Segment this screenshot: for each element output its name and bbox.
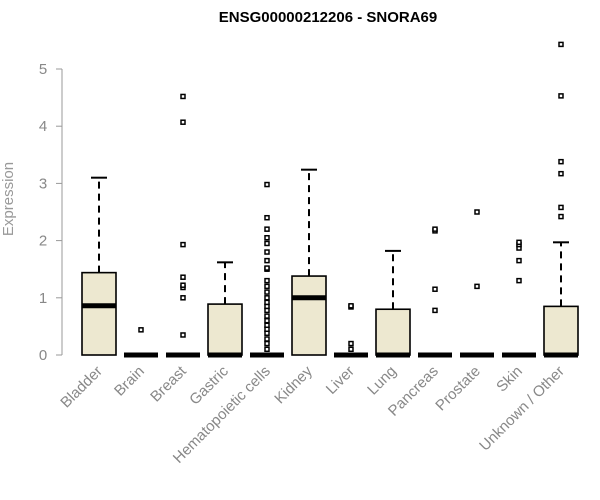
x-tick-label: Bladder	[57, 363, 106, 412]
outlier-point	[264, 226, 270, 232]
box-0	[81, 176, 117, 356]
outlier-point	[432, 307, 438, 314]
outlier-point	[474, 283, 480, 290]
x-tick-label: Brain	[111, 363, 148, 400]
box-9	[460, 209, 494, 358]
outlier-point	[432, 286, 438, 292]
outlier-point	[264, 289, 270, 295]
outlier-point	[180, 274, 186, 280]
outlier-point	[264, 214, 270, 221]
outlier-point	[180, 119, 186, 125]
outlier-point	[180, 332, 186, 338]
x-tick-label: Breast	[147, 362, 190, 405]
box-1	[124, 327, 158, 358]
outlier-point	[264, 181, 270, 188]
outlier-point	[264, 340, 270, 347]
box-2	[166, 93, 200, 358]
y-tick-label: 2	[39, 233, 47, 250]
outlier-point	[474, 209, 480, 215]
outlier-point	[180, 295, 186, 301]
box-body	[543, 305, 579, 356]
y-tick-label: 0	[39, 347, 47, 364]
box-body	[375, 308, 411, 356]
y-tick-label: 1	[39, 290, 47, 307]
y-axis-label: Expression	[0, 162, 17, 236]
box-10	[502, 239, 536, 358]
x-tick-label: Prostate	[432, 363, 484, 415]
outlier-point	[264, 257, 270, 264]
outlier-point	[348, 303, 354, 309]
outlier-point	[558, 93, 564, 99]
box-6	[334, 303, 368, 358]
outlier-point	[264, 283, 270, 290]
outlier-point	[264, 313, 270, 319]
outlier-point	[516, 277, 522, 284]
x-tick-label: Kidney	[271, 362, 316, 407]
box-3	[207, 261, 243, 358]
outlier-point	[558, 41, 564, 48]
outlier-point	[180, 282, 186, 288]
outlier-point	[558, 170, 564, 177]
outlier-point	[138, 327, 144, 333]
outlier-point	[264, 299, 270, 306]
box-8	[418, 226, 452, 358]
y-tick-label: 5	[39, 61, 47, 78]
box-7	[375, 249, 411, 358]
outlier-point	[180, 241, 186, 248]
outlier-point	[264, 295, 270, 301]
y-tick-label: 3	[39, 175, 47, 192]
outlier-point	[264, 317, 270, 324]
outlier-point	[264, 240, 270, 247]
outlier-point	[558, 213, 564, 220]
box-5	[291, 168, 327, 356]
outlier-point	[264, 249, 270, 255]
box-body	[207, 303, 243, 356]
outlier-point	[516, 239, 522, 246]
outlier-point	[558, 204, 564, 211]
chart-title: ENSG00000212206 - SNORA69	[219, 9, 437, 26]
outlier-point	[180, 93, 186, 100]
outlier-point	[264, 346, 270, 353]
outlier-point	[264, 234, 270, 241]
outlier-point	[264, 336, 270, 342]
outlier-point	[264, 265, 270, 271]
box-body	[81, 271, 117, 356]
y-axis: 0 1 2 3 4 5	[39, 61, 63, 364]
outlier-point	[348, 346, 354, 353]
x-tick-label: Lung	[364, 363, 400, 399]
box-body	[291, 275, 327, 356]
outlier-point	[516, 257, 522, 264]
outlier-point	[348, 340, 354, 347]
box-4	[250, 181, 284, 358]
outlier-point	[558, 158, 564, 165]
y-tick-label: 4	[39, 118, 47, 135]
plot-area	[81, 41, 579, 358]
x-tick-label: Liver	[323, 363, 358, 398]
box-11	[543, 41, 579, 358]
outlier-point	[264, 322, 270, 329]
x-tick-label: Skin	[493, 363, 526, 396]
outlier-point	[264, 277, 270, 284]
outlier-point	[432, 226, 438, 232]
